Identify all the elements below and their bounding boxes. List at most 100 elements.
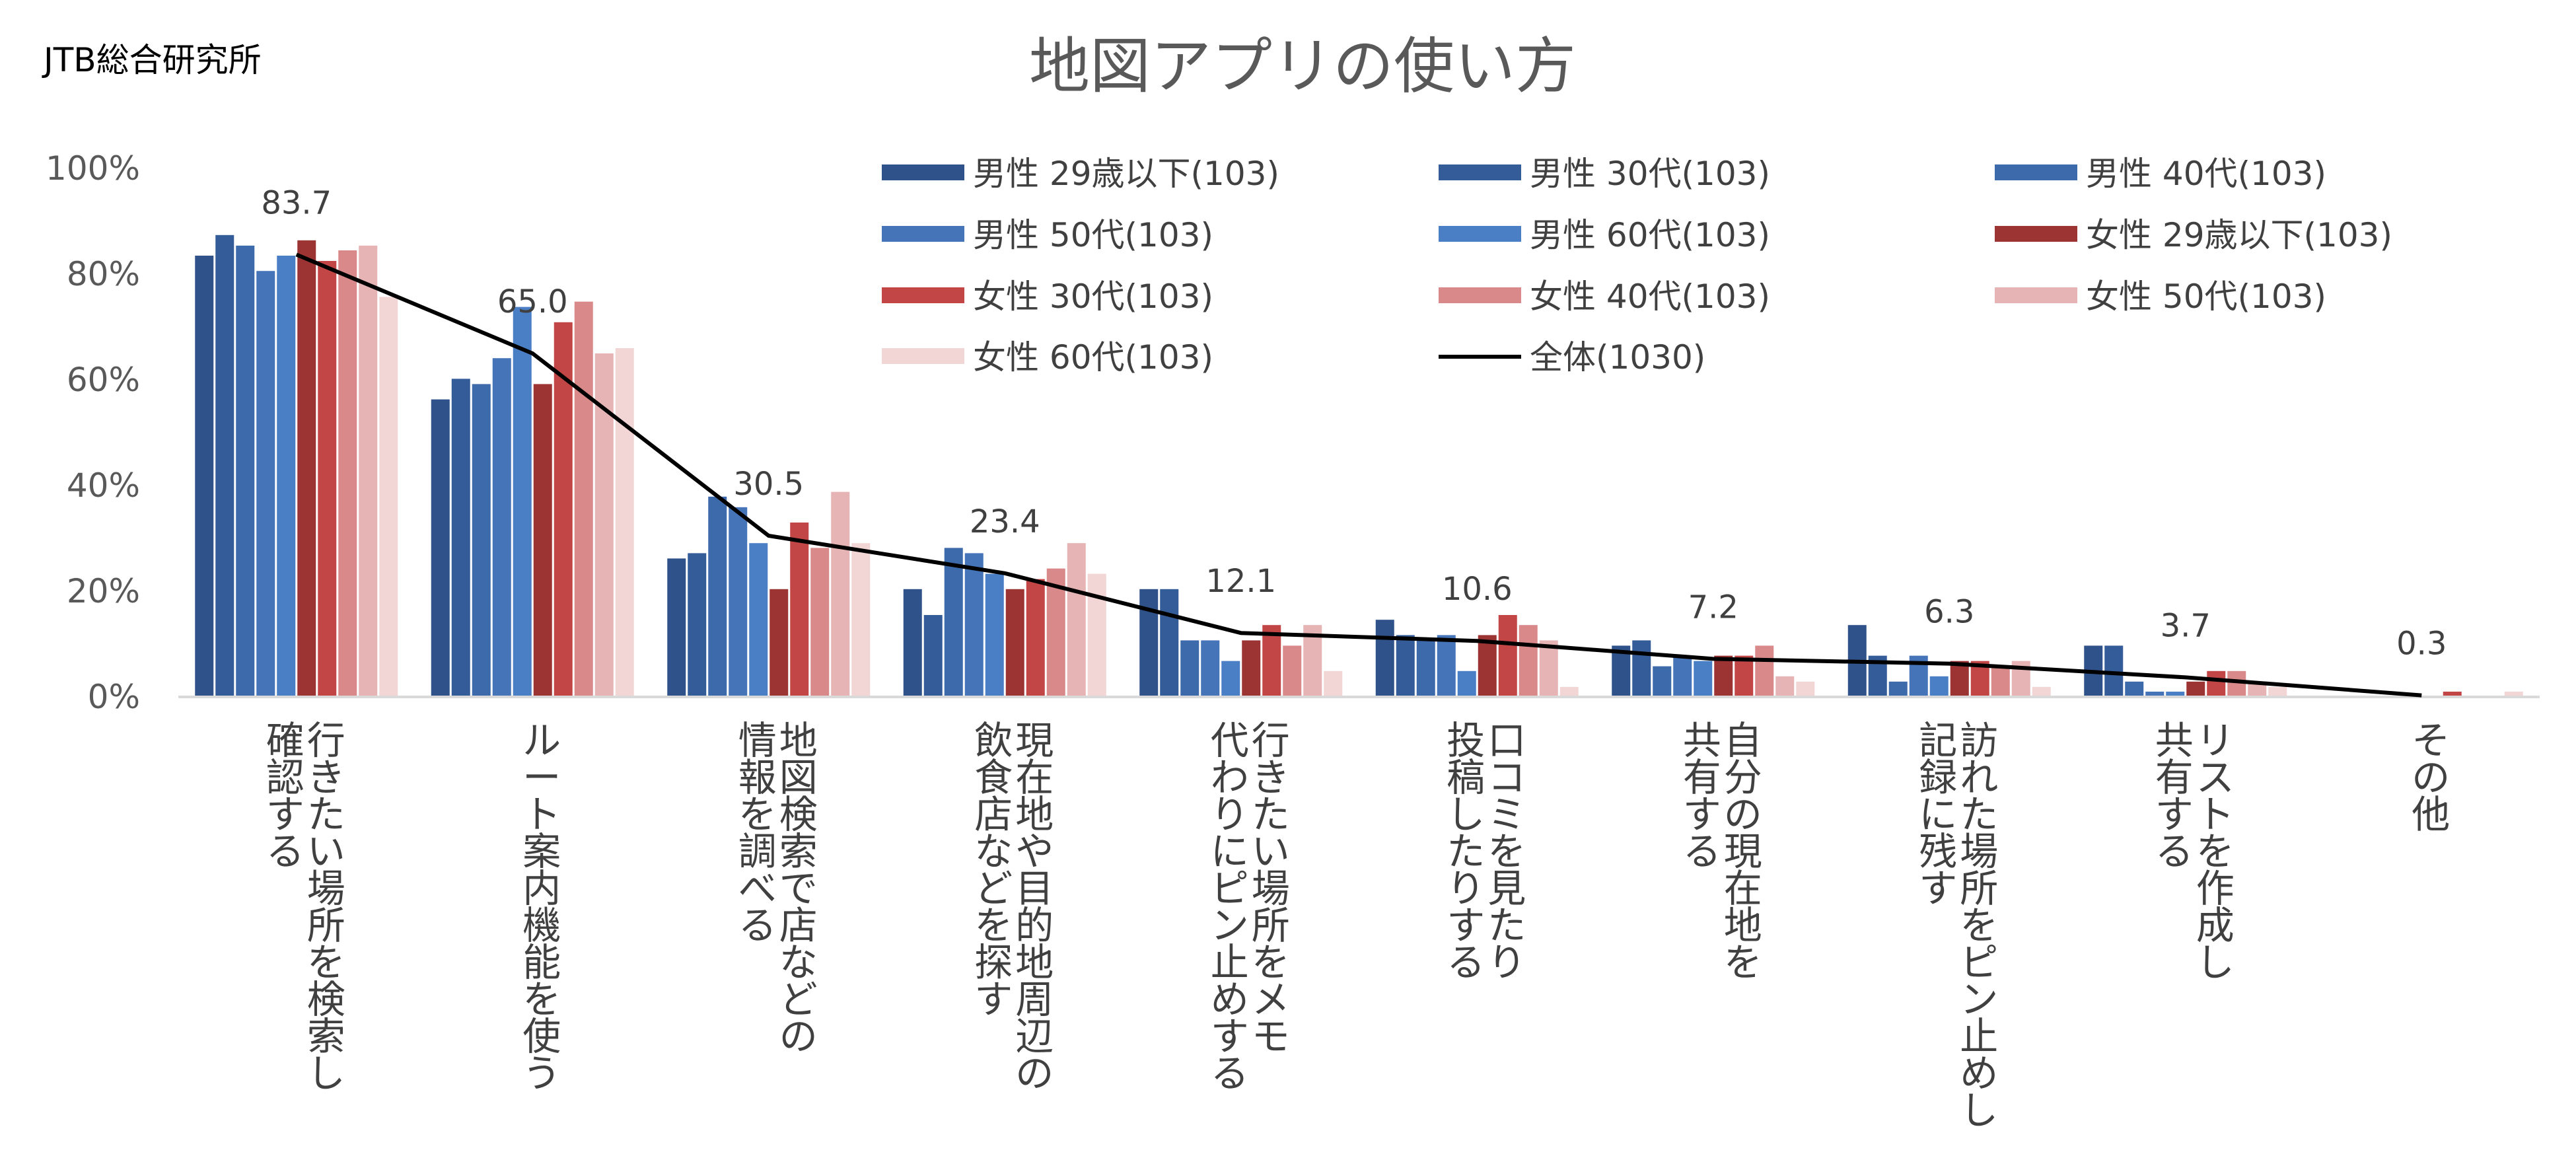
y-tick-label: 60%: [67, 361, 140, 399]
legend-label: 女性 60代(103): [973, 338, 1213, 377]
category-label-line: リストを作成し: [2196, 718, 2235, 985]
bar: [1539, 640, 1558, 697]
bar: [2443, 692, 2462, 697]
category-label-line: 共有する: [2155, 718, 2194, 874]
category-label-line: 現在地や目的地周辺の: [1015, 718, 1054, 1096]
data-label: 6.3: [1924, 594, 1974, 631]
bar: [831, 491, 850, 697]
category-label-line: 口コミを見たり: [1487, 718, 1526, 985]
chart-title: 地図アプリの使い方: [1029, 31, 1576, 102]
category-label-line: 自分の現在地を: [1724, 718, 1762, 985]
legend-label: 全体(1030): [1530, 338, 1705, 377]
bar: [1046, 568, 1065, 697]
bar: [1950, 661, 1969, 697]
data-label: 65.0: [497, 283, 568, 320]
y-tick-label: 80%: [67, 255, 140, 293]
category-label-line: ルート案内機能を使う: [522, 718, 561, 1096]
y-tick-label: 0%: [88, 678, 140, 716]
bars: [195, 235, 2523, 698]
data-label: 7.2: [1688, 589, 1738, 626]
y-axis: 0% 20% 40% 60% 80% 100%: [46, 149, 140, 716]
bar: [431, 399, 450, 697]
bar: [1478, 635, 1497, 697]
bar: [851, 543, 871, 697]
bar: [1632, 640, 1651, 697]
bar: [554, 322, 573, 697]
bar: [1498, 615, 1517, 697]
category-label-line: 共有する: [1683, 718, 1721, 874]
data-label: 23.4: [970, 503, 1040, 540]
bar: [297, 240, 316, 697]
bar: [215, 235, 234, 697]
bar: [1139, 589, 1159, 697]
bar: [2504, 692, 2523, 697]
bar: [729, 507, 748, 697]
bar: [2268, 686, 2287, 697]
category-label-line: 行きたい場所を検索し: [307, 718, 345, 1096]
bar: [985, 573, 1004, 697]
bar: [1324, 671, 1343, 697]
data-labels: 83.7 65.0 30.5 23.4 12.1 10.6 7.2 6.3 3.7 0.3: [261, 184, 2447, 662]
bar: [1673, 655, 1692, 697]
bar: [1242, 640, 1261, 697]
y-tick-label: 40%: [67, 466, 140, 505]
bar: [1221, 661, 1240, 697]
category-label-line: その他: [2412, 718, 2450, 837]
bar: [513, 307, 532, 698]
bar: [1796, 681, 1815, 697]
bar: [492, 358, 511, 697]
bar: [1775, 676, 1795, 697]
legend-swatch: [1995, 164, 2077, 180]
legend-swatch: [1995, 226, 2077, 242]
bar: [236, 245, 255, 697]
bar: [1735, 655, 1754, 697]
bar: [964, 553, 984, 697]
overall-line: [295, 252, 2422, 698]
bar: [277, 256, 296, 697]
bar: [472, 384, 491, 697]
bar: [2186, 681, 2205, 697]
bar: [2166, 692, 2185, 697]
legend-swatch: [882, 164, 964, 180]
bar: [1201, 640, 1220, 697]
legend-label: 女性 29歳以下(103): [2086, 216, 2392, 254]
data-label: 0.3: [2396, 626, 2447, 663]
bar: [1180, 640, 1199, 697]
legend-label: 女性 40代(103): [1530, 277, 1770, 316]
bar: [688, 553, 707, 697]
bar: [2145, 692, 2165, 697]
legend-swatch: [1995, 287, 2077, 303]
y-tick-label: 20%: [67, 572, 140, 610]
category-label-line: 行きたい場所をメモ: [1252, 718, 1290, 1059]
bar: [1991, 666, 2010, 697]
legend-swatch: [882, 348, 964, 364]
bar: [1694, 661, 1713, 697]
bar: [2032, 686, 2051, 697]
bar: [615, 348, 634, 697]
data-label: 83.7: [261, 184, 332, 221]
bar: [810, 548, 830, 697]
legend-swatch: [1439, 226, 1521, 242]
bar: [903, 589, 922, 697]
category-label-line: 記録に残す: [1919, 718, 1957, 911]
bar: [1653, 666, 1672, 697]
bar: [2125, 681, 2144, 697]
bar: [1067, 543, 1086, 697]
legend-swatch: [882, 226, 964, 242]
data-label: 10.6: [1442, 571, 1513, 608]
bar: [451, 379, 470, 697]
bar: [574, 301, 593, 698]
data-label: 12.1: [1205, 563, 1276, 600]
legend: 男性 29歳以下(103) 男性 30代(103) 男性 40代(103) 男性 50…: [882, 155, 2392, 377]
category-label-line: 情報を調べる: [738, 718, 777, 948]
bar: [769, 589, 789, 697]
bar: [2227, 671, 2246, 697]
source-label: JTB総合研究所: [42, 41, 262, 79]
bar: [1714, 655, 1733, 697]
bar: [1160, 589, 1179, 697]
bar: [1437, 635, 1456, 697]
legend-swatch: [1439, 287, 1521, 303]
bar: [1888, 681, 1908, 697]
category-label-line: 飲食店などを探す: [974, 718, 1013, 1022]
bar: [318, 261, 337, 697]
